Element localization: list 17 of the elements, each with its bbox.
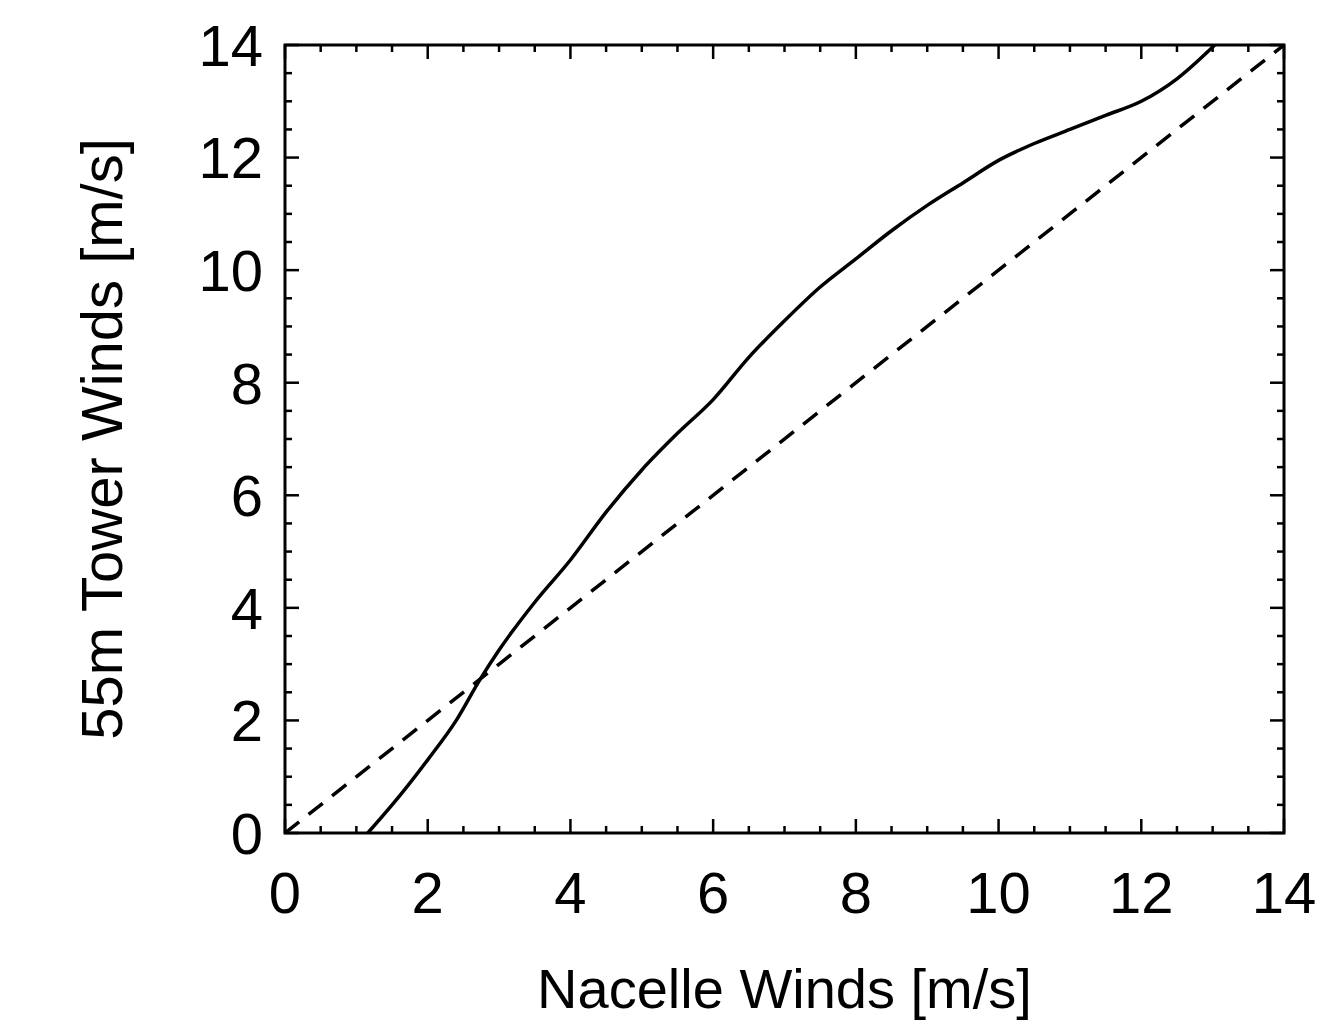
y-tick-label: 4 — [230, 575, 263, 641]
x-tick-label: 10 — [966, 860, 1031, 925]
x-axis-title: Nacelle Winds [m/s] — [537, 957, 1032, 1020]
y-tick-label: 14 — [198, 12, 263, 78]
x-tick-label: 6 — [697, 860, 730, 925]
y-axis-title: 55m Tower Winds [m/s] — [69, 138, 134, 740]
x-tick-label: 2 — [411, 860, 444, 925]
y-tick-label: 6 — [230, 463, 263, 529]
x-tick-label: 14 — [1251, 860, 1317, 925]
y-tick-label: 12 — [198, 125, 263, 191]
y-tick-label: 0 — [230, 800, 263, 866]
x-tick-label: 12 — [1109, 860, 1174, 925]
y-tick-label: 2 — [230, 688, 263, 754]
y-tick-label: 10 — [198, 238, 263, 304]
y-tick-label: 8 — [230, 350, 263, 416]
x-tick-label: 8 — [839, 860, 872, 925]
x-tick-label: 4 — [554, 860, 587, 925]
